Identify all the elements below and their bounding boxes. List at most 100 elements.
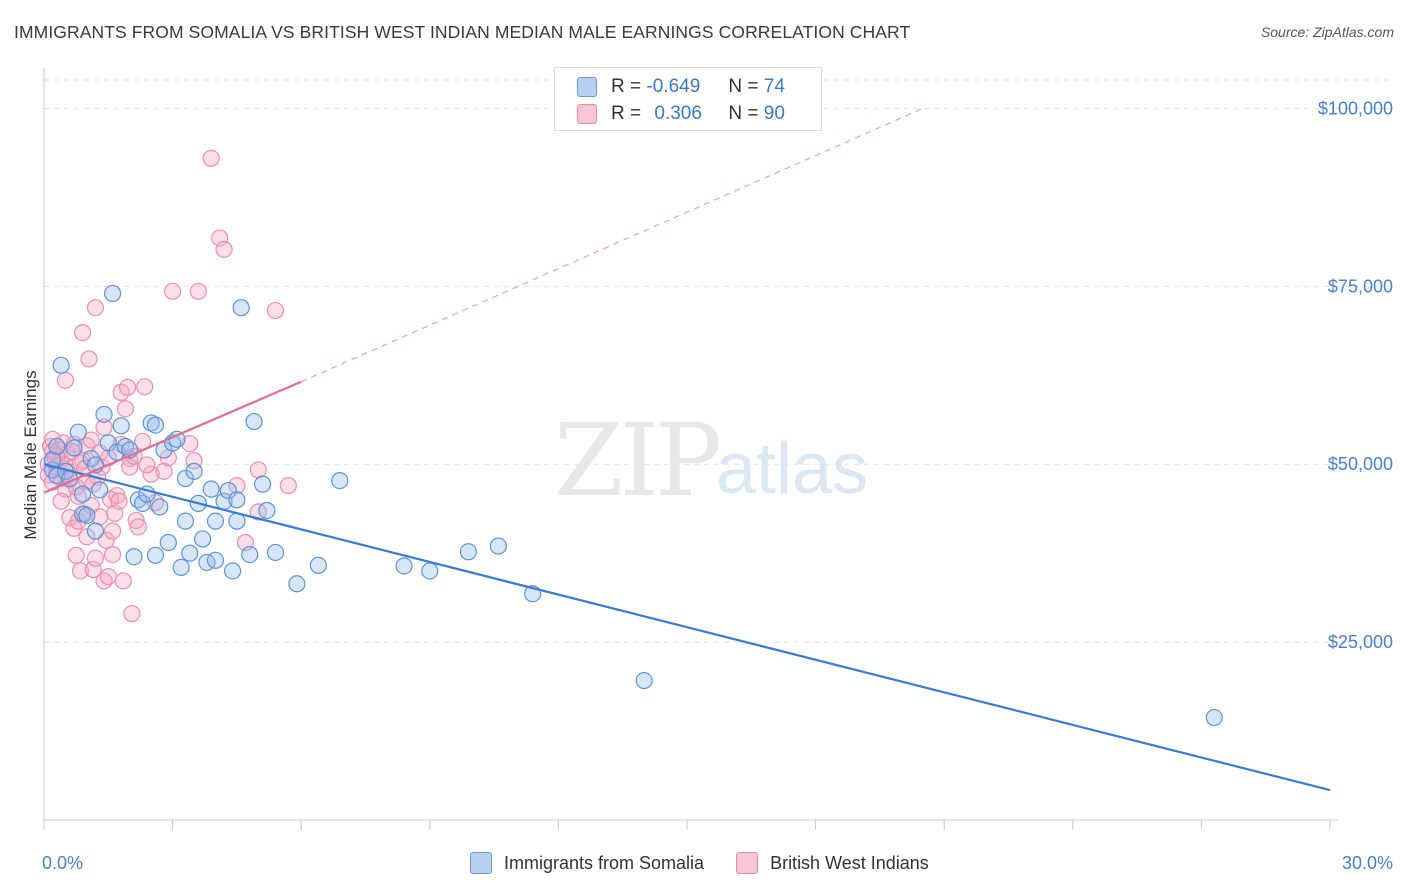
point-british-west-indians: [116, 400, 135, 418]
tick-labels: $25,000 $50,000 $75,000 $100,000 0.0% 30.0%: [42, 98, 1393, 873]
point-immigrants-from-somalia: [258, 501, 276, 520]
point-british-west-indians: [249, 461, 267, 479]
point-british-west-indians: [202, 149, 220, 167]
legend-swatch-blue: [577, 77, 597, 97]
point-immigrants-from-somalia: [232, 299, 250, 317]
point-british-west-indians: [123, 605, 141, 623]
legend-n-label: N =: [728, 76, 759, 97]
correlation-legend: R = -0.649 N = 74 R = 0.306 N = 90: [554, 67, 822, 131]
watermark-zip: ZIP: [554, 402, 722, 519]
x-tick-label: 0.0%: [42, 853, 83, 873]
point-british-west-indians: [215, 240, 233, 258]
legend-swatch-pink: [577, 104, 597, 124]
y-axis-label: Median Male Earnings: [21, 370, 40, 539]
point-british-west-indians: [110, 492, 128, 510]
point-british-west-indians: [86, 549, 105, 567]
point-british-west-indians: [99, 568, 117, 586]
legend-swatch-pink: [736, 852, 759, 874]
point-immigrants-from-somalia: [103, 284, 122, 303]
point-british-west-indians: [228, 476, 246, 495]
legend-n-label: N =: [728, 103, 759, 124]
point-immigrants-from-somalia: [185, 462, 203, 480]
point-immigrants-from-somalia: [172, 558, 190, 577]
point-immigrants-from-somalia: [245, 412, 263, 431]
point-immigrants-from-somalia: [181, 544, 199, 562]
point-british-west-indians: [80, 350, 98, 368]
point-immigrants-from-somalia: [309, 556, 327, 574]
y-tick-label: $25,000: [1328, 632, 1393, 652]
point-immigrants-from-somalia: [159, 533, 177, 552]
point-immigrants-from-somalia: [202, 480, 220, 498]
point-immigrants-from-somalia: [254, 475, 272, 493]
point-immigrants-from-somalia: [125, 548, 143, 566]
point-immigrants-from-somalia: [176, 469, 195, 488]
trend-line-bwi: [43, 380, 302, 494]
watermark-atlas: atlas: [716, 429, 869, 509]
y-tick-label: $75,000: [1328, 276, 1393, 296]
legend-item-bwi[interactable]: British West Indians: [736, 852, 929, 874]
point-immigrants-from-somalia: [146, 416, 165, 434]
trend-line-somalia: [43, 463, 1331, 792]
point-immigrants-from-somalia: [241, 545, 259, 564]
point-immigrants-from-somalia: [133, 494, 152, 512]
legend-r-label: R =: [611, 76, 642, 97]
point-british-west-indians: [114, 572, 132, 590]
legend-row-somalia: R = -0.649 N = 74: [577, 74, 785, 100]
legend-swatch-blue: [470, 852, 492, 874]
point-british-west-indians: [52, 492, 70, 510]
y-tick-label: $50,000: [1328, 454, 1393, 474]
point-british-west-indians: [138, 456, 156, 474]
legend-item-somalia[interactable]: Immigrants from Somalia: [470, 852, 704, 874]
point-immigrants-from-somalia: [194, 530, 212, 548]
point-immigrants-from-somalia: [112, 417, 130, 435]
x-tick-label: 30.0%: [1342, 853, 1393, 873]
legend-row-bwi: R = 0.306 N = 90: [577, 101, 785, 127]
point-british-west-indians: [155, 462, 173, 480]
point-immigrants-from-somalia: [95, 405, 113, 424]
series-legend: Immigrants from Somalia British West Ind…: [470, 852, 961, 874]
point-immigrants-from-somalia: [43, 451, 62, 469]
point-british-west-indians: [78, 528, 96, 546]
legend-n-value: 74: [763, 76, 785, 97]
point-british-west-indians: [266, 301, 285, 320]
point-immigrants-from-somalia: [224, 562, 242, 580]
legend-label-bwi: British West Indians: [770, 852, 929, 873]
point-immigrants-from-somalia: [48, 437, 66, 456]
point-immigrants-from-somalia: [91, 481, 109, 499]
series-immigrants-from-somalia: [43, 284, 1223, 727]
point-british-west-indians: [82, 431, 100, 449]
point-british-west-indians: [103, 545, 122, 564]
point-british-west-indians: [95, 418, 113, 436]
axes: [43, 68, 1338, 830]
point-immigrants-from-somalia: [421, 562, 439, 580]
point-immigrants-from-somalia: [228, 491, 246, 509]
point-immigrants-from-somalia: [266, 543, 285, 562]
point-immigrants-from-somalia: [146, 546, 165, 564]
point-british-west-indians: [118, 378, 137, 396]
point-british-west-indians: [56, 371, 75, 389]
point-immigrants-from-somalia: [489, 537, 507, 555]
point-immigrants-from-somalia: [395, 557, 413, 575]
point-immigrants-from-somalia: [99, 434, 117, 452]
point-immigrants-from-somalia: [288, 575, 306, 593]
point-immigrants-from-somalia: [69, 423, 87, 441]
legend-r-value: 0.306: [654, 103, 702, 124]
point-immigrants-from-somalia: [78, 506, 96, 525]
point-british-west-indians: [103, 522, 122, 540]
point-british-west-indians: [211, 229, 229, 247]
point-british-west-indians: [249, 503, 267, 521]
point-british-west-indians: [86, 299, 105, 317]
chart-title: IMMIGRANTS FROM SOMALIA VS BRITISH WEST …: [14, 22, 911, 42]
point-immigrants-from-somalia: [459, 543, 477, 561]
point-immigrants-from-somalia: [206, 512, 225, 530]
point-immigrants-from-somalia: [86, 522, 105, 540]
source-label: Source: ZipAtlas.com: [1260, 24, 1394, 40]
point-british-west-indians: [136, 378, 154, 396]
y-tick-label: $100,000: [1318, 98, 1393, 118]
point-british-west-indians: [73, 323, 92, 342]
point-immigrants-from-somalia: [151, 498, 169, 516]
point-british-west-indians: [189, 282, 207, 300]
point-immigrants-from-somalia: [206, 551, 225, 569]
point-british-west-indians: [181, 434, 199, 453]
